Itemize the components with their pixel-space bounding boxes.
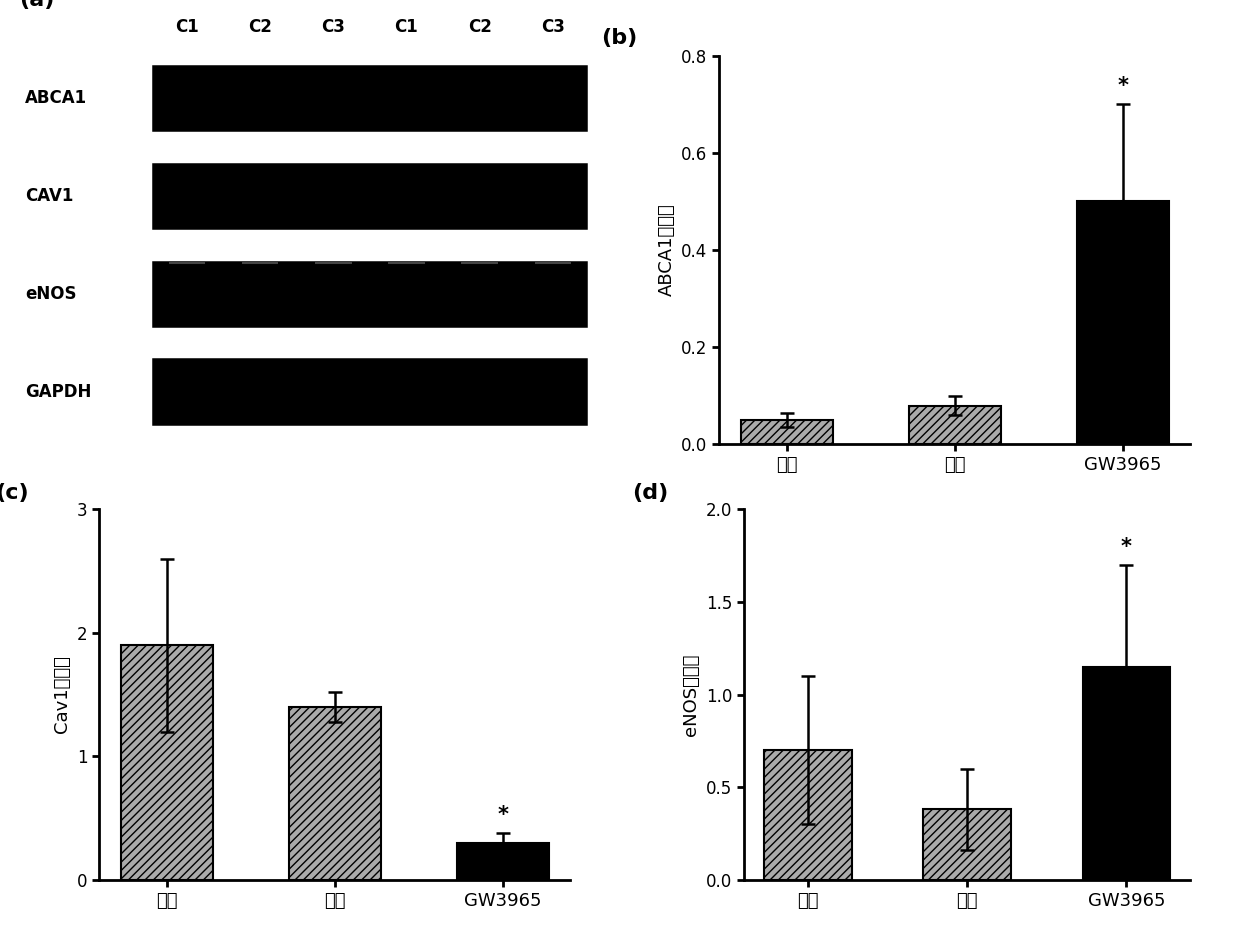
Bar (120, 645, 213, 880)
Y-axis label: eNOS的表达: eNOS的表达 (682, 654, 701, 735)
Bar (764, 750, 852, 880)
Bar (740, 420, 833, 444)
Y-axis label: ABCA1的表达: ABCA1的表达 (657, 204, 676, 296)
Y-axis label: Cav1的表达: Cav1的表达 (53, 656, 71, 733)
Text: *: * (497, 806, 508, 825)
Text: CAV1: CAV1 (25, 187, 73, 205)
Bar (150, 161, 589, 232)
Text: (d): (d) (632, 483, 668, 504)
Text: C3: C3 (541, 19, 565, 36)
Text: (c): (c) (0, 483, 30, 504)
Text: C1: C1 (175, 19, 198, 36)
Text: (b): (b) (601, 29, 637, 48)
Text: C3: C3 (321, 19, 345, 36)
Text: C2: C2 (248, 19, 272, 36)
Text: *: * (1117, 77, 1128, 96)
Bar (289, 707, 381, 880)
Bar (150, 357, 589, 427)
Text: eNOS: eNOS (25, 284, 77, 303)
Text: (a): (a) (19, 0, 55, 9)
Text: GAPDH: GAPDH (25, 382, 92, 401)
Bar (456, 843, 549, 880)
Bar (1076, 201, 1169, 444)
Text: C2: C2 (467, 19, 491, 36)
Bar (150, 63, 589, 133)
Text: ABCA1: ABCA1 (25, 89, 87, 107)
Bar (150, 258, 589, 329)
Text: C1: C1 (394, 19, 418, 36)
Bar (1083, 667, 1171, 880)
Bar (924, 809, 1011, 880)
Text: *: * (1121, 537, 1132, 557)
Bar (909, 406, 1001, 444)
